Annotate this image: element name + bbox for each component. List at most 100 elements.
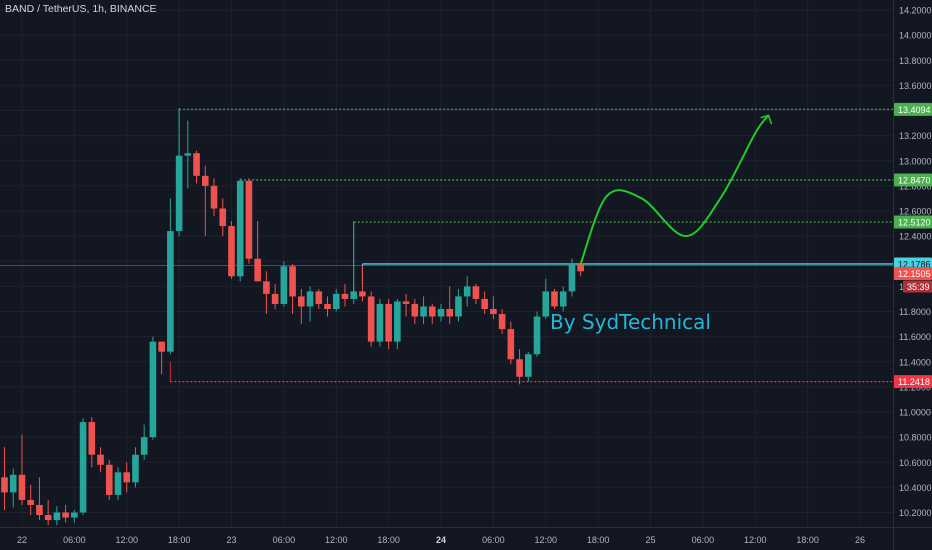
candle-body[interactable]	[97, 454, 104, 465]
candle-body[interactable]	[420, 306, 427, 317]
candle-body[interactable]	[236, 180, 244, 277]
candle-body[interactable]	[245, 180, 253, 259]
candle-body[interactable]	[1, 477, 8, 493]
candle-body[interactable]	[27, 499, 34, 505]
level-price-tag	[894, 375, 932, 389]
candle-body[interactable]	[123, 472, 131, 483]
candle-body[interactable]	[376, 303, 384, 342]
time-axis-tick-label: 12:00	[744, 535, 767, 545]
candle-body[interactable]	[315, 291, 323, 304]
time-axis-tick-label: 23	[226, 535, 236, 545]
countdown-label: 35:39	[907, 282, 930, 292]
candle-body[interactable]	[193, 153, 200, 176]
candle-body[interactable]	[298, 296, 305, 307]
price-axis-tick-label: 10.4000	[899, 483, 932, 493]
projection-arrow-head	[760, 114, 773, 125]
time-axis-tick-label: 25	[646, 535, 656, 545]
price-axis-tick-label: 12.6000	[899, 207, 932, 217]
candle-body[interactable]	[542, 291, 550, 317]
candle-body[interactable]	[306, 291, 314, 307]
candle-body[interactable]	[79, 422, 87, 513]
candle-body[interactable]	[507, 329, 515, 360]
candle-body[interactable]	[280, 266, 288, 304]
candle-body[interactable]	[385, 303, 392, 342]
time-axis-tick-label: 18:00	[377, 535, 400, 545]
candle-body[interactable]	[219, 208, 227, 227]
candle-body[interactable]	[568, 263, 576, 292]
candle-body[interactable]	[62, 512, 69, 518]
candle-body[interactable]	[551, 291, 558, 307]
candle-body[interactable]	[271, 293, 279, 304]
candle-body[interactable]	[481, 298, 488, 309]
candle-body[interactable]	[559, 291, 567, 307]
candle-body[interactable]	[463, 286, 471, 297]
candle-body[interactable]	[533, 316, 541, 355]
candle-body[interactable]	[332, 293, 340, 309]
price-axis-tick-label: 10.2000	[899, 508, 932, 518]
candle-body[interactable]	[455, 296, 462, 317]
candle-body[interactable]	[201, 175, 209, 186]
time-axis-tick-label: 26	[855, 535, 865, 545]
price-axis-tick-label: 11.4000	[899, 357, 931, 367]
price-axis-tick-label: 11.6000	[899, 332, 931, 342]
candle-body[interactable]	[114, 472, 122, 495]
candle-body[interactable]	[359, 291, 366, 297]
price-axis-tick-label: 10.6000	[899, 458, 932, 468]
time-axis-tick-label: 18:00	[796, 535, 819, 545]
time-axis-tick-label: 12:00	[534, 535, 557, 545]
candle-body[interactable]	[577, 263, 584, 272]
time-axis-tick-label: 12:00	[115, 535, 138, 545]
price-axis-tick-label: 14.2000	[899, 6, 932, 16]
candle-body[interactable]	[175, 155, 183, 232]
candle-body[interactable]	[53, 512, 61, 521]
candle-body[interactable]	[446, 308, 454, 317]
candle-body[interactable]	[263, 281, 270, 294]
time-axis-tick-label: 24	[436, 535, 446, 545]
candle-body[interactable]	[9, 474, 17, 493]
candle-body[interactable]	[490, 308, 497, 315]
candle-body[interactable]	[341, 293, 349, 299]
candle-body[interactable]	[105, 464, 113, 495]
projection-arrow-path	[579, 114, 770, 265]
candle-body[interactable]	[516, 359, 523, 377]
candle-body[interactable]	[149, 341, 157, 438]
price-axis-tick-label: 11.8000	[899, 307, 931, 317]
candle-body[interactable]	[411, 303, 419, 317]
current-price-label: 12.1505	[898, 269, 931, 279]
candle-body[interactable]	[167, 231, 174, 352]
candle-body[interactable]	[88, 422, 96, 455]
candle-body[interactable]	[140, 437, 148, 455]
candle-body[interactable]	[254, 258, 261, 282]
candle-body[interactable]	[437, 308, 445, 317]
price-axis-tick-label: 12.4000	[899, 232, 932, 242]
level-price-tag-label: 11.2418	[898, 377, 930, 387]
candle-body[interactable]	[367, 296, 375, 342]
candle-body[interactable]	[472, 286, 480, 299]
candle-body[interactable]	[525, 354, 532, 377]
candle-body[interactable]	[394, 301, 401, 342]
candle-body[interactable]	[402, 301, 410, 304]
level-price-tag	[894, 215, 932, 229]
candle-body[interactable]	[132, 454, 139, 483]
candle-body[interactable]	[36, 504, 43, 516]
candle-body[interactable]	[324, 303, 331, 309]
candle-body[interactable]	[498, 314, 506, 330]
time-axis-tick-label: 12:00	[325, 535, 348, 545]
candle-body[interactable]	[289, 266, 296, 297]
candle-body[interactable]	[18, 474, 26, 500]
time-axis-tick-label: 18:00	[168, 535, 191, 545]
countdown-tag	[903, 280, 932, 293]
candle-body[interactable]	[210, 185, 218, 209]
candle-body[interactable]	[71, 512, 78, 518]
candle-body[interactable]	[228, 226, 235, 277]
candle-body[interactable]	[350, 291, 357, 299]
level-price-tag	[894, 173, 932, 187]
candle-body[interactable]	[44, 515, 52, 521]
candle-body[interactable]	[428, 306, 436, 317]
candle-body[interactable]	[184, 153, 192, 156]
price-axis-tick-label: 13.6000	[899, 81, 932, 91]
candle-body[interactable]	[158, 341, 165, 352]
time-axis-tick-label: 18:00	[587, 535, 610, 545]
